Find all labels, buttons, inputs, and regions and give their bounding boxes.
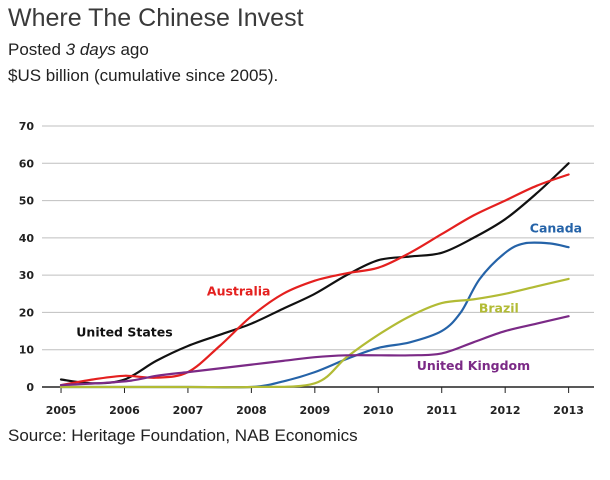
x-tick-label: 2008: [236, 404, 267, 417]
y-tick-label: 0: [26, 381, 34, 394]
x-tick-label: 2013: [553, 404, 584, 417]
y-tick-label: 40: [19, 232, 35, 245]
y-tick-label: 70: [19, 120, 35, 133]
x-tick-label: 2011: [426, 404, 457, 417]
x-tick-label: 2007: [173, 404, 204, 417]
y-tick-label: 60: [19, 157, 35, 170]
y-tick-label: 20: [19, 306, 35, 319]
chart-title: Where The Chinese Invest: [8, 4, 304, 32]
x-tick-label: 2005: [46, 404, 77, 417]
y-tick-label: 30: [19, 269, 35, 282]
series-label-united-states: United States: [76, 325, 172, 340]
series-line-united-kingdom: [59, 315, 570, 387]
series-line-united-states: [59, 162, 570, 385]
y-tick-label: 10: [19, 344, 35, 357]
chart-subtitle: $US billion (cumulative since 2005).: [8, 66, 279, 85]
y-tick-label: 50: [19, 195, 35, 208]
x-tick-label: 2009: [300, 404, 331, 417]
series-label-united-kingdom: United Kingdom: [417, 358, 530, 373]
series-label-brazil: Brazil: [479, 300, 519, 315]
x-tick-label: 2006: [109, 404, 140, 417]
posted-line: Posted 3 days ago: [8, 40, 149, 60]
series-line-brazil: [59, 277, 570, 389]
posted-suffix: ago: [115, 40, 149, 59]
series-label-australia: Australia: [207, 284, 271, 299]
series-layer: [59, 162, 570, 389]
posted-age: 3 days: [65, 40, 116, 59]
x-tick-label: 2010: [363, 404, 394, 417]
series-label-canada: Canada: [530, 220, 582, 235]
source-note: Source: Heritage Foundation, NAB Economi…: [8, 426, 358, 445]
posted-prefix: Posted: [8, 40, 66, 59]
series-labels: United States Australia Canada Brazil United…: [76, 220, 582, 373]
x-tick-label: 2012: [490, 404, 521, 417]
series-line-australia: [59, 173, 570, 387]
grid-lines: [42, 125, 594, 351]
